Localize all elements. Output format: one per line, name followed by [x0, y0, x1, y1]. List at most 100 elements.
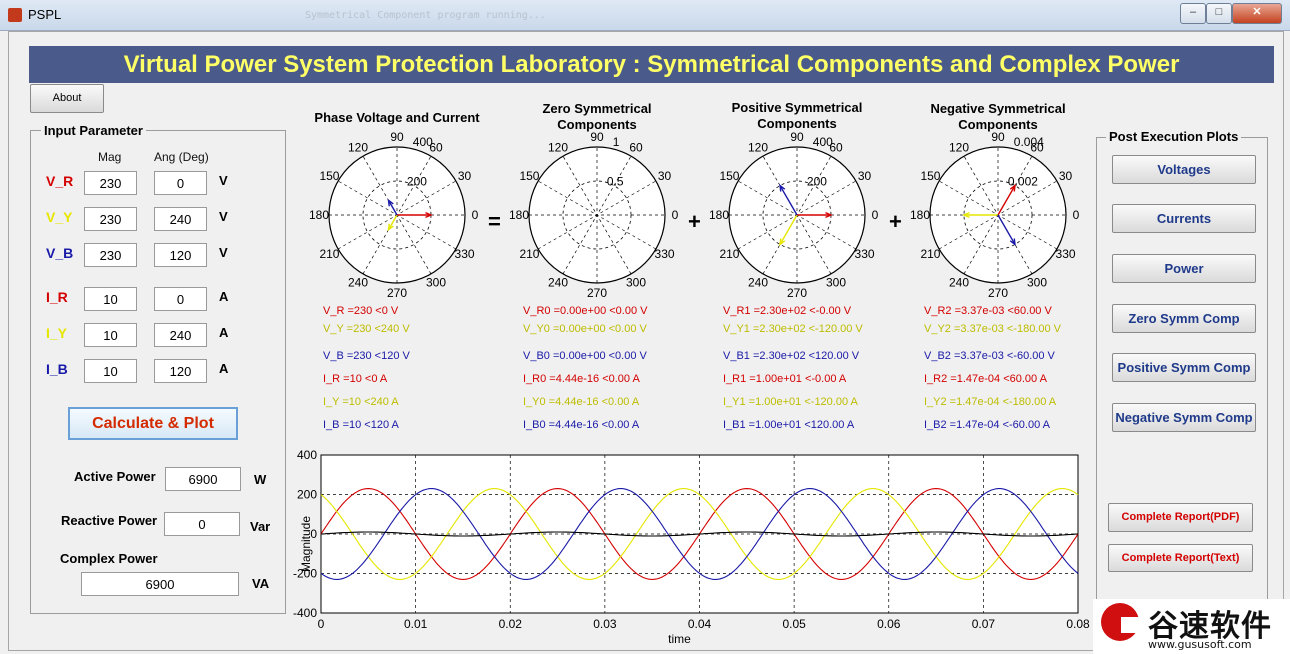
radius-tick-label: 400 — [413, 135, 433, 149]
component-value-0: V_R1 =2.30e+02 <-0.00 V — [723, 305, 852, 317]
component-value-4: I_Y =10 <240 A — [323, 396, 399, 408]
component-value-5: I_B1 =1.00e+01 <120.00 A — [723, 419, 855, 431]
input-parameter-title: Input Parameter — [41, 123, 146, 138]
component-value-1: V_Y =230 <240 V — [323, 323, 410, 335]
brand-logo-icon — [1101, 603, 1143, 641]
angle-label: 60 — [1030, 140, 1044, 154]
component-value-1: V_Y0 =0.00e+00 <0.00 V — [523, 323, 647, 335]
input-parameter-panel — [30, 130, 286, 614]
component-value-0: V_R =230 <0 V — [323, 305, 399, 317]
angle-label: 0 — [872, 208, 879, 222]
matlab-app-icon — [8, 8, 22, 22]
angle-label: 90 — [390, 130, 404, 144]
x-tick-label: 0.02 — [499, 617, 523, 631]
polar-title-1: Zero Symmetrical Components — [542, 101, 652, 132]
angle-label: 300 — [826, 276, 846, 290]
page-title: Virtual Power System Protection Laborato… — [29, 46, 1274, 83]
waveform-series-1 — [320, 488, 1079, 580]
post-plot-button-4[interactable]: Positive Symm Comp — [1112, 353, 1256, 382]
maximize-button[interactable]: □ — [1206, 3, 1232, 24]
mag-field-i_y[interactable]: 10 — [84, 323, 137, 347]
phasor-arrowhead — [1009, 238, 1016, 247]
radius-tick-label: 400 — [813, 135, 833, 149]
angle-label: 30 — [1059, 169, 1073, 183]
report-pdf-button[interactable]: Complete Report(PDF) — [1108, 503, 1253, 532]
angle-label: 210 — [920, 247, 940, 261]
phasor-arrow — [997, 214, 1016, 245]
minimize-button[interactable]: – — [1180, 3, 1206, 24]
radius-tick-label: 0.5 — [607, 175, 624, 189]
component-value-2: V_B1 =2.30e+02 <120.00 V — [723, 350, 860, 362]
angle-label: 300 — [626, 276, 646, 290]
reactive-power-label: Reactive Power — [61, 513, 158, 528]
calculate-plot-button[interactable]: Calculate & Plot — [68, 407, 238, 440]
component-value-3: I_R0 =4.44e-16 <0.00 A — [523, 373, 640, 385]
post-plot-button-5[interactable]: Negative Symm Comp — [1112, 403, 1256, 432]
x-tick-label: 0.08 — [1066, 617, 1090, 631]
phasor-arrowhead — [425, 212, 433, 218]
post-plot-button-2[interactable]: Power — [1112, 254, 1256, 283]
ang-field-v_y[interactable]: 240 — [154, 207, 207, 231]
angle-label: 270 — [988, 286, 1008, 300]
angle-label: 150 — [319, 169, 339, 183]
angle-label: 120 — [348, 140, 368, 154]
report-text-button[interactable]: Complete Report(Text) — [1108, 544, 1253, 572]
angle-label: 90 — [991, 130, 1005, 144]
phasor-arrow — [779, 214, 798, 245]
phasor-arrow — [387, 199, 398, 216]
close-button[interactable]: ✕ — [1232, 3, 1282, 24]
component-value-5: I_B =10 <120 A — [323, 419, 399, 431]
angle-label: 270 — [387, 286, 407, 300]
y-tick-label: 400 — [297, 448, 317, 462]
angle-label: 120 — [949, 140, 969, 154]
mag-field-v_b[interactable]: 230 — [84, 243, 137, 267]
angle-label: 180 — [910, 208, 930, 222]
complex-power-field[interactable]: 6900 — [81, 572, 239, 596]
phasor-arrow — [997, 185, 1016, 216]
waveform-chart: 0 0.01 0.02 0.03 0.04 0.05 0.06 0.07 0.08 400 200 0… — [293, 448, 1090, 646]
post-plot-button-1[interactable]: Currents — [1112, 204, 1256, 233]
complex-power-unit: VA — [252, 576, 270, 591]
angle-label: 330 — [455, 247, 475, 261]
mag-column-header: Mag — [98, 150, 122, 164]
active-power-label: Active Power — [74, 469, 156, 484]
about-button[interactable]: About — [30, 84, 104, 113]
post-plot-button-3[interactable]: Zero Symm Comp — [1112, 304, 1256, 333]
mag-field-i_b[interactable]: 10 — [84, 359, 137, 383]
phasor-arrowhead — [387, 198, 394, 207]
radius-tick-label: 0.002 — [1008, 175, 1038, 189]
mag-field-v_r[interactable]: 230 — [84, 171, 137, 195]
angle-label: 240 — [548, 276, 568, 290]
x-tick-label: 0.04 — [688, 617, 712, 631]
component-value-2: V_B =230 <120 V — [323, 350, 410, 362]
y-axis-label: Magnitude — [299, 516, 313, 572]
x-tick-label: 0.07 — [972, 617, 996, 631]
y-tick-label: 0 — [310, 527, 317, 541]
reactive-power-field[interactable]: 0 — [164, 512, 240, 536]
x-axis-label: time — [668, 632, 691, 646]
background-window-text: Symmetrical Component program running... — [305, 10, 546, 21]
polar-title-2: Positive Symmetrical Components — [731, 100, 863, 131]
ang-field-i_r[interactable]: 0 — [154, 287, 207, 311]
radius-tick-label: 200 — [407, 175, 427, 189]
ang-field-i_y[interactable]: 240 — [154, 323, 207, 347]
equals-operator: = — [488, 209, 501, 234]
component-value-4: I_Y0 =4.44e-16 <0.00 A — [523, 396, 640, 408]
x-tick-label: 0.01 — [404, 617, 428, 631]
ang-field-v_r[interactable]: 0 — [154, 171, 207, 195]
post-plot-button-0[interactable]: Voltages — [1112, 155, 1256, 184]
angle-label: 30 — [458, 169, 472, 183]
mag-field-v_y[interactable]: 230 — [84, 207, 137, 231]
angle-label: 330 — [855, 247, 875, 261]
angle-label: 270 — [787, 286, 807, 300]
phasor-arrowhead — [962, 212, 970, 218]
ang-field-i_b[interactable]: 120 — [154, 359, 207, 383]
angle-label: 240 — [348, 276, 368, 290]
component-value-5: I_B0 =4.44e-16 <0.00 A — [523, 419, 640, 431]
x-tick-label: 0.03 — [593, 617, 617, 631]
polar-title-3: Negative Symmetrical Components — [930, 101, 1066, 132]
mag-field-i_r[interactable]: 10 — [84, 287, 137, 311]
unit-label-v_y: V — [219, 209, 228, 224]
ang-field-v_b[interactable]: 120 — [154, 243, 207, 267]
active-power-field[interactable]: 6900 — [165, 467, 241, 491]
